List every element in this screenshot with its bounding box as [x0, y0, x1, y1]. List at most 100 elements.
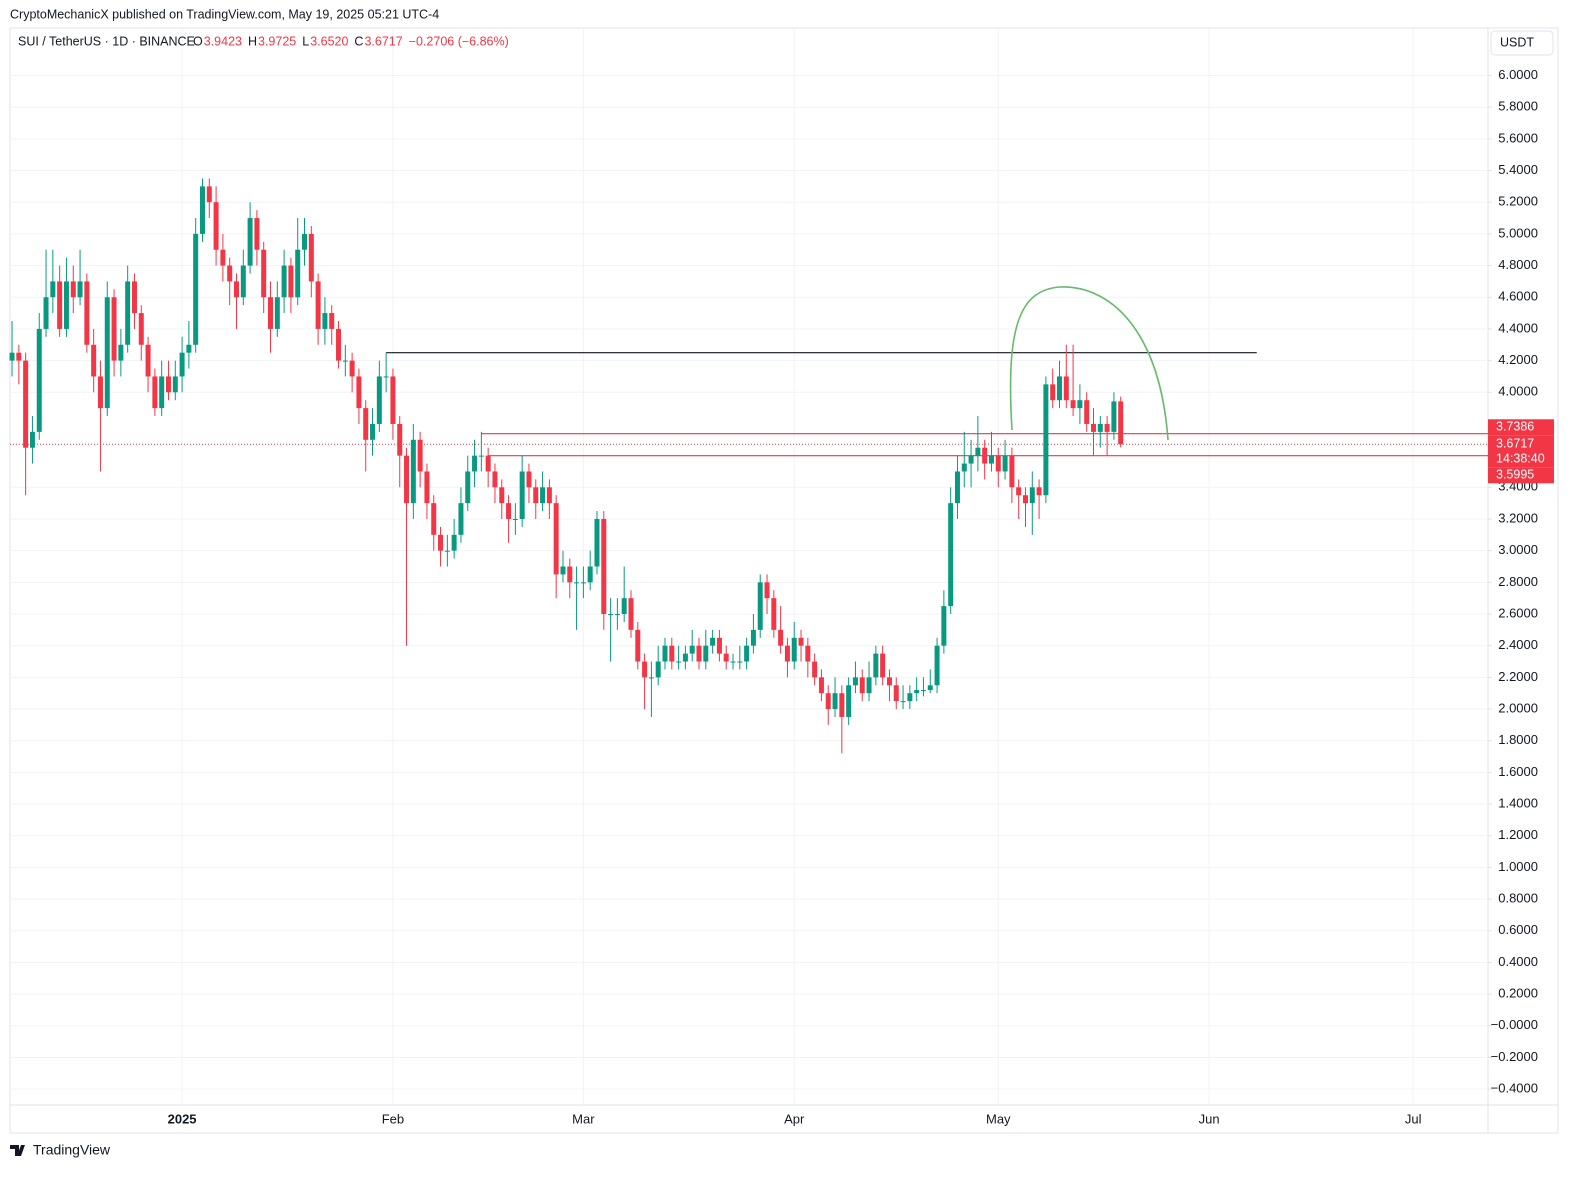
y-tick-label: −0.4000	[1491, 1081, 1538, 1096]
candle-body	[336, 328, 342, 361]
candle-body	[784, 645, 790, 662]
candle-body	[1084, 400, 1090, 424]
legend-change: −0.2706 (−6.86%)	[409, 34, 509, 48]
candle-body	[580, 582, 586, 584]
candle-body	[832, 693, 838, 710]
y-tick-label: 5.4000	[1498, 162, 1538, 177]
candle-body	[1077, 400, 1083, 409]
candle-body	[696, 645, 702, 662]
candle-body	[342, 360, 348, 362]
y-tick-label: 5.8000	[1498, 99, 1538, 114]
candle-body	[9, 352, 15, 361]
candle-body	[682, 653, 688, 662]
y-tick-label: 0.8000	[1498, 891, 1538, 906]
y-tick-label: 5.2000	[1498, 194, 1538, 209]
candle-body	[757, 582, 763, 630]
candle-body	[444, 550, 450, 552]
candle-body	[193, 233, 199, 345]
candle-body	[404, 455, 410, 504]
candle-body	[506, 503, 512, 519]
legend-key: O	[193, 34, 203, 48]
arc-annotation	[1009, 286, 1169, 441]
candle-body	[16, 352, 22, 361]
candle-body	[349, 360, 355, 377]
y-tick-label: 4.0000	[1498, 384, 1538, 399]
candle-body	[131, 281, 137, 314]
candle-body	[900, 701, 906, 703]
y-tick-label: 4.8000	[1498, 257, 1538, 272]
legend-key: L	[302, 34, 309, 48]
y-tick-label: 4.4000	[1498, 320, 1538, 335]
candle-body	[315, 281, 321, 329]
candle-body	[750, 629, 756, 646]
candle-body	[50, 281, 56, 298]
candle-body	[261, 249, 267, 298]
level-price-label: 3.5995	[1496, 468, 1534, 482]
candle-body	[43, 297, 49, 329]
candle-body	[363, 408, 369, 440]
candle-body	[574, 582, 580, 584]
candle-body	[982, 447, 988, 464]
candle-body	[172, 376, 178, 393]
candle-body	[417, 439, 423, 472]
y-tick-label: −0.0000	[1491, 1017, 1538, 1032]
currency-button[interactable]	[1490, 30, 1554, 56]
currency-button-label[interactable]: USDT	[1500, 35, 1534, 49]
countdown-label: 14:38:40	[1496, 452, 1545, 466]
candle-body	[852, 677, 858, 686]
candle-body	[451, 534, 457, 551]
last-price-label: 3.6717	[1496, 437, 1534, 451]
candle-body	[737, 661, 743, 663]
publisher-line: CryptoMechanicX published on TradingView…	[10, 7, 439, 21]
y-tick-label: −0.2000	[1491, 1049, 1538, 1064]
level-price-box	[1488, 467, 1554, 484]
candle-body	[723, 653, 729, 662]
candle-body	[179, 352, 185, 377]
candle-body	[390, 376, 396, 424]
x-tick-label: Jul	[1405, 1111, 1422, 1126]
candle-body	[805, 645, 811, 662]
candle-body	[206, 186, 212, 203]
y-tick-label: 2.8000	[1498, 574, 1538, 589]
candle-body	[1104, 423, 1110, 432]
y-tick-label: 3.0000	[1498, 542, 1538, 557]
candle-body	[431, 503, 437, 535]
y-tick-label: 2.4000	[1498, 637, 1538, 652]
candle-body	[1063, 376, 1069, 401]
candle-body	[458, 503, 464, 535]
y-tick-label: 1.8000	[1498, 732, 1538, 747]
candle-body	[689, 645, 695, 654]
x-tick-label: Feb	[382, 1111, 404, 1126]
candle-body	[145, 344, 151, 377]
candle-body	[601, 518, 607, 615]
candle-body	[118, 344, 124, 361]
candle-body	[29, 431, 35, 448]
candle-body	[1029, 487, 1035, 504]
candle-body	[1091, 423, 1097, 432]
y-tick-label: 5.6000	[1498, 130, 1538, 145]
candle-body	[1036, 487, 1042, 496]
candle-body	[703, 645, 709, 662]
legend-value: 3.9423	[204, 34, 242, 48]
candle-body	[914, 690, 920, 694]
candle-body	[370, 423, 376, 440]
candle-body	[655, 661, 661, 678]
candle-body	[778, 629, 784, 646]
candle-body	[111, 297, 117, 361]
candle-body	[934, 645, 940, 686]
candle-body	[233, 281, 239, 298]
candle-body	[438, 534, 444, 551]
candle-body	[308, 233, 314, 282]
candle-body	[676, 661, 682, 663]
last-price-box	[1488, 435, 1554, 468]
legend-value: 3.6717	[364, 34, 402, 48]
candle-body	[621, 598, 627, 615]
y-tick-label: 1.4000	[1498, 796, 1538, 811]
candle-body	[771, 598, 777, 630]
candle-body	[546, 487, 552, 504]
candle-body	[886, 677, 892, 686]
x-tick-label: Mar	[572, 1111, 595, 1126]
candle-body	[159, 376, 165, 409]
candle-body	[410, 439, 416, 504]
